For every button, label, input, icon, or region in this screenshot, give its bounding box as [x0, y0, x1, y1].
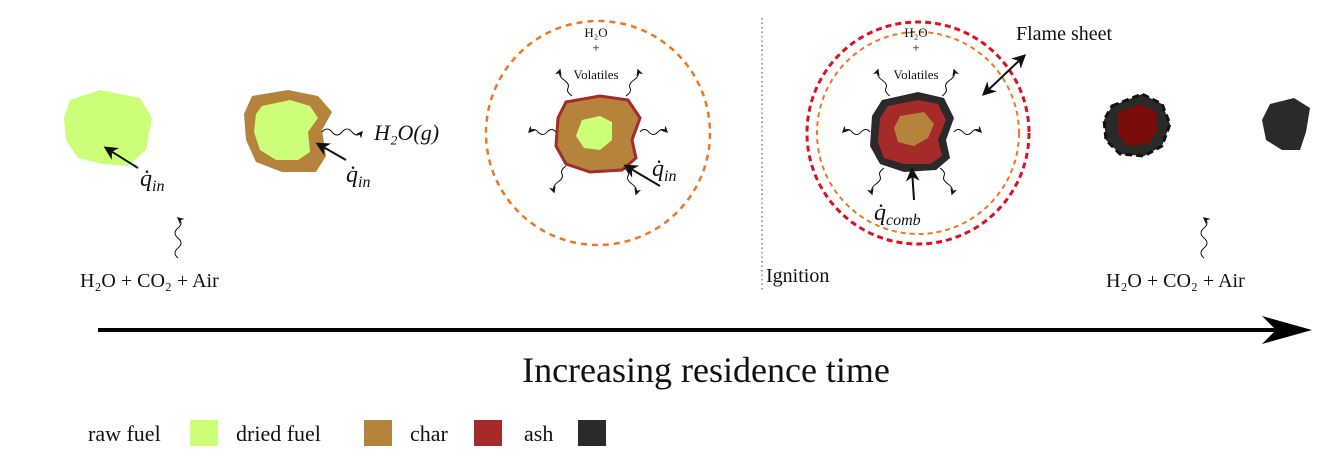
- stage-char-burnout: [1102, 92, 1172, 158]
- residence-time-label: Increasing residence time: [522, 350, 890, 390]
- flame-sheet-boundary: [805, 20, 1031, 246]
- legend-label: raw fuel: [88, 421, 161, 446]
- stage-devolatilization: H₂O + Volatiles q̇in: [484, 19, 712, 247]
- devol-particle-core: [576, 116, 612, 150]
- burnout-particle-char: [1118, 104, 1158, 146]
- legend-swatch: [474, 420, 502, 446]
- stage-drying: H₂O(g) q̇in: [244, 90, 439, 191]
- emission-arrow: [941, 68, 960, 97]
- steam-label: H₂O(g): [373, 120, 439, 145]
- flame-sheet-label: Flame sheet: [1016, 23, 1113, 45]
- residence-time-arrowhead: [1262, 316, 1312, 344]
- legend-swatch: [578, 420, 606, 446]
- emission-arrow: [872, 68, 891, 97]
- heat-flux-label-3: q̇in: [652, 156, 676, 185]
- emission-arrow: [554, 68, 573, 97]
- stage-raw-fuel: q̇in H₂O + CO₂ + Air: [64, 90, 219, 292]
- inflow-wavy-arrow-left: [174, 217, 185, 259]
- emission-arrow: [639, 125, 668, 135]
- volatile-cloud-boundary: [484, 19, 712, 247]
- emission-arrow: [842, 125, 871, 135]
- legend-swatch: [190, 420, 218, 446]
- emission-arrow: [953, 125, 982, 135]
- legend-label: ash: [524, 421, 553, 446]
- inflow-wavy-arrow-right: [1200, 217, 1211, 259]
- plus-label-2: +: [912, 40, 919, 55]
- flame-sheet-pointer: [981, 54, 1027, 96]
- inflow-label-right: H₂O + CO₂ + Air: [1106, 270, 1245, 292]
- h2o-label-1: H₂O: [584, 25, 607, 40]
- stage-ash: H₂O + CO₂ + Air: [1106, 98, 1310, 292]
- legend-label: dried fuel: [236, 421, 321, 446]
- stage-flame-combustion: H₂O + Volatiles q̇comb Flame sheet: [805, 20, 1113, 246]
- steam-wavy-arrow: [321, 128, 363, 139]
- burning-particle-core: [894, 112, 934, 146]
- combustion-heat-label: q̇comb: [874, 200, 921, 229]
- ash-particle: [1262, 98, 1310, 150]
- h2o-label-2: H₂O: [904, 25, 927, 40]
- emission-arrow: [866, 167, 885, 196]
- heat-flux-arrow-2: [315, 142, 347, 161]
- volatile-cloud-boundary-2: [816, 31, 1020, 235]
- emission-arrow: [548, 165, 567, 194]
- plus-label-1: +: [592, 40, 599, 55]
- legend-swatch: [364, 420, 392, 446]
- drying-particle-core: [254, 100, 318, 160]
- raw-fuel-particle: [64, 90, 152, 166]
- heat-flux-arrow-1: [103, 146, 139, 169]
- heat-flux-label-1: q̇in: [140, 166, 164, 195]
- emission-arrow: [939, 167, 958, 196]
- ignition-label: Ignition: [766, 265, 829, 287]
- volatiles-label-2: Volatiles: [893, 67, 938, 82]
- emission-arrow: [528, 125, 557, 135]
- heat-flux-arrow-3: [623, 164, 661, 187]
- combustion-heat-arrow: [905, 167, 920, 201]
- legend: raw fuel dried fuel char ash: [88, 420, 606, 446]
- heat-flux-label-2: q̇in: [346, 162, 370, 191]
- legend-label: char: [410, 421, 449, 446]
- inflow-label-left: H₂O + CO₂ + Air: [80, 270, 219, 292]
- volatiles-label-1: Volatiles: [573, 67, 618, 82]
- emission-arrow: [625, 68, 644, 97]
